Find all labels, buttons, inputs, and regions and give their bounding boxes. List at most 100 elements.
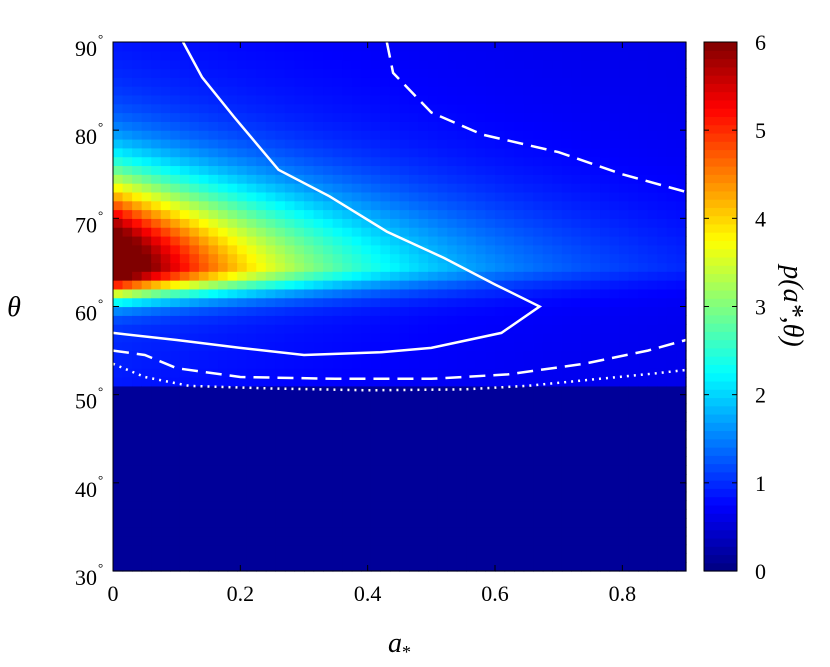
heatmap-cell [600,165,611,175]
heatmap-cell [380,438,391,449]
x-tick-label: 0.8 [609,581,637,606]
heatmap-cell [619,553,630,563]
heatmap-cell [533,474,544,484]
heatmap-cell [542,465,553,475]
heatmap-cell [456,103,467,114]
heatmap-cell [638,350,649,360]
heatmap-cell [447,377,458,387]
heatmap-cell [323,174,334,184]
heatmap-cell [323,235,334,246]
heatmap-cell [208,288,219,299]
heatmap-cell [151,341,162,352]
heatmap-cell [590,324,601,334]
heatmap-cell [151,438,162,449]
heatmap-cell [590,103,601,114]
heatmap-cell [208,68,219,78]
heatmap-cell [151,324,162,334]
heatmap-cell [313,147,324,158]
heatmap-cell [409,191,420,202]
heatmap-cell [628,500,639,510]
heatmap-cell [304,403,315,413]
heatmap-cell [189,174,200,184]
heatmap-cell [246,385,257,396]
heatmap-cell [246,209,257,219]
heatmap-cell [198,191,210,202]
heatmap-cell [418,306,429,316]
heatmap-cell [179,271,190,281]
heatmap-cell [628,403,639,413]
heatmap-cell [304,94,315,105]
heatmap-cell [332,456,343,466]
heatmap-cell [304,412,315,422]
heatmap-cell [647,209,658,219]
heatmap-cell [676,544,687,554]
heatmap-cell [447,535,458,546]
heatmap-cell [542,156,553,167]
heatmap-cell [323,500,334,510]
heatmap-cell [657,359,668,369]
heatmap-cell [132,94,143,105]
heatmap-cell [600,438,611,449]
heatmap-cell [523,403,534,413]
heatmap-cell [122,456,133,466]
heatmap-cell [504,403,515,413]
heatmap-cell [533,112,544,122]
heatmap-cell [676,200,687,211]
heatmap-cell [504,359,515,369]
heatmap-cell [332,42,343,52]
heatmap-cell [141,42,152,52]
heatmap-cell [590,253,601,264]
heatmap-cell [189,244,200,255]
heatmap-cell [170,421,181,431]
heatmap-cell [198,562,210,572]
heatmap-cell [189,412,200,422]
heatmap-cell [179,165,190,175]
heatmap-cell [552,165,563,175]
heatmap-cell [179,306,190,316]
heatmap-cell [275,77,286,87]
heatmap-cell [609,218,620,228]
heatmap-cell [237,244,248,255]
heatmap-cell [628,553,639,563]
heatmap-cell [361,68,372,78]
heatmap-cell [208,218,219,228]
heatmap-cell [399,544,410,554]
heatmap-cell [198,482,210,493]
heatmap-cell [504,130,515,140]
heatmap-cell [676,377,687,387]
heatmap-cell [571,130,582,140]
heatmap-cell [389,324,401,334]
heatmap-cell [370,518,381,528]
heatmap-cell [466,315,477,325]
heatmap-cell [533,280,544,290]
heatmap-cell [198,94,210,105]
heatmap-cell [227,59,238,70]
heatmap-cell [304,103,315,114]
heatmap-cell [533,394,544,405]
heatmap-cell [141,438,152,449]
heatmap-cell [428,359,439,369]
heatmap-cell [466,306,477,316]
heatmap-cell [409,359,420,369]
heatmap-cell [113,518,124,528]
heatmap-cell [399,332,410,343]
heatmap-cell [160,77,171,87]
heatmap-cell [380,262,391,272]
heatmap-cell [208,403,219,413]
heatmap-cell [294,50,305,61]
heatmap-cell [198,438,210,449]
heatmap-cell [647,42,658,52]
heatmap-cell [600,385,611,396]
heatmap-cell [304,341,315,352]
heatmap-cell [246,59,257,70]
heatmap-cell [361,130,372,140]
heatmap-cell [246,183,257,193]
heatmap-cell [523,103,534,114]
heatmap-cell [351,121,362,131]
heatmap-cell [361,315,372,325]
heatmap-cell [657,165,668,175]
heatmap-cell [514,429,525,440]
heatmap-cell [676,429,687,440]
heatmap-cell [571,227,582,237]
heatmap-cell [399,447,410,457]
